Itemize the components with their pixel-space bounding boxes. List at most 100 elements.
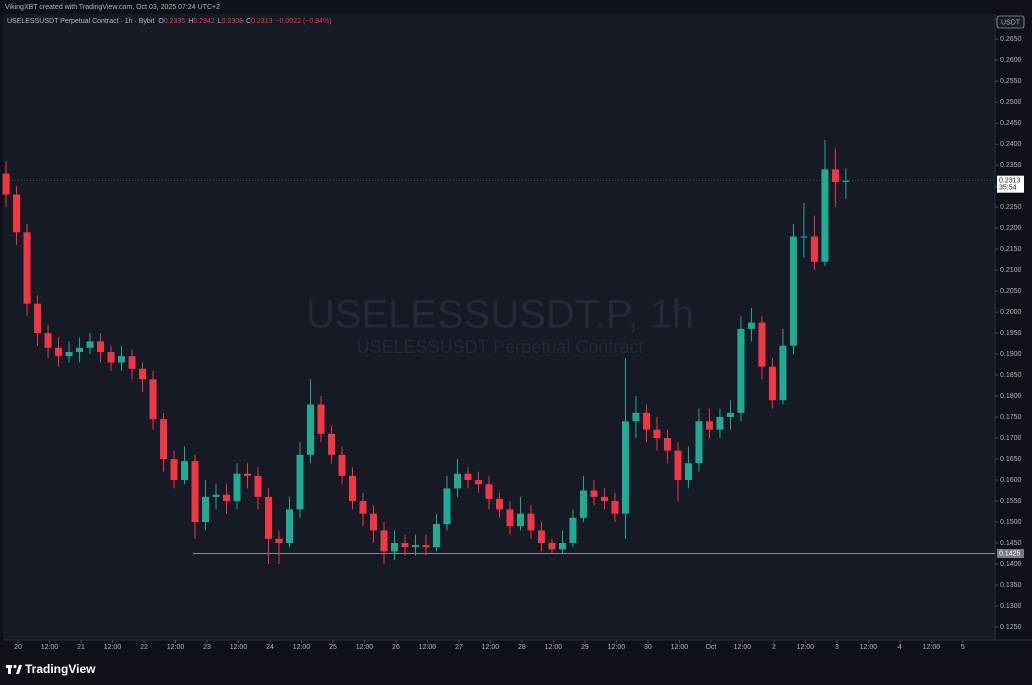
y-tick-label: 0.2000: [1000, 309, 1022, 316]
x-tick-label: 20: [14, 644, 22, 651]
candle-body: [65, 351, 73, 357]
y-tick-label: 0.2650: [1000, 36, 1022, 43]
x-tick-label: 12:00: [356, 644, 374, 651]
candle-body: [611, 501, 619, 514]
y-tick-label: 0.1750: [1000, 414, 1022, 421]
legend-value: 0.2335: [164, 18, 186, 25]
candle-body: [642, 412, 650, 430]
legend-key: C: [246, 18, 251, 25]
candle-body: [495, 498, 503, 510]
y-tick-label: 0.1250: [1000, 624, 1022, 631]
candle-body: [23, 232, 31, 304]
watermark-subtitle: USELESSUSDT Perpetual Contract: [357, 337, 644, 357]
last-price-box: [997, 175, 1024, 193]
candle-body: [2, 173, 10, 195]
candle-body: [160, 419, 168, 460]
candle-body: [118, 356, 126, 363]
y-tick-label: 0.2350: [1000, 162, 1022, 169]
candle-body: [831, 169, 839, 182]
x-tick-label: 5: [961, 644, 965, 651]
candle-body: [684, 463, 692, 481]
candle-body: [842, 180, 850, 182]
x-tick-label: 12:00: [860, 644, 878, 651]
candle-body: [296, 454, 304, 510]
legend-value: 0.2308: [222, 18, 244, 25]
candle-body: [34, 303, 42, 334]
y-tick-label: 0.2200: [1000, 225, 1022, 232]
candle-body: [223, 494, 231, 502]
x-tick-label: 29: [581, 644, 589, 651]
y-tick-label: 0.2450: [1000, 120, 1022, 127]
candle-body: [590, 490, 598, 497]
legend-key: O: [158, 18, 164, 25]
candle-body: [443, 488, 451, 525]
x-tick-label: 12:00: [104, 644, 122, 651]
legend-key: H: [188, 18, 193, 25]
candle-body: [464, 473, 472, 481]
logo-shape: [13, 664, 17, 669]
y-tick-label: 0.1300: [1000, 603, 1022, 610]
plot-area: [3, 14, 995, 640]
currency-box: [996, 15, 1025, 29]
y-tick-label: 0.1550: [1000, 498, 1022, 505]
y-tick-label: 0.2550: [1000, 78, 1022, 85]
line-label: 0.1425: [999, 550, 1021, 557]
countdown: 35:54: [999, 185, 1017, 192]
candle-body: [170, 459, 178, 481]
candle-body: [265, 496, 273, 539]
candle-body: [747, 322, 755, 329]
legend-change: −0.0022 (−0.94%): [276, 18, 332, 25]
candle-body: [244, 473, 252, 476]
candle-body: [327, 433, 335, 455]
candle-body: [422, 545, 430, 548]
y-tick-label: 0.2250: [1000, 204, 1022, 211]
candle-body: [369, 513, 377, 531]
legend-key: L: [218, 18, 222, 25]
candle-body: [411, 545, 419, 548]
candle-body: [86, 341, 94, 348]
candle-body: [13, 194, 21, 233]
line-label-box: [997, 549, 1024, 559]
x-tick-label: 12:00: [797, 644, 815, 651]
x-tick-label: 12:00: [734, 644, 752, 651]
x-tick-label: 2: [772, 644, 776, 651]
y-tick-label: 0.1850: [1000, 372, 1022, 379]
candle-body: [527, 513, 535, 531]
x-tick-label: 4: [898, 644, 902, 651]
candle-body: [653, 429, 661, 439]
candle-body: [800, 236, 808, 238]
candle-body: [632, 412, 640, 422]
candle-body: [726, 412, 734, 418]
x-tick-label: 30: [644, 644, 652, 651]
y-tick-label: 0.2500: [1000, 99, 1022, 106]
candle-body: [202, 496, 210, 523]
candle-body: [600, 496, 608, 502]
candle-body: [579, 490, 587, 518]
x-tick-label: 21: [77, 644, 85, 651]
candle-body: [485, 484, 493, 499]
y-tick-label: 0.1500: [1000, 519, 1022, 526]
legend-value: 0.2342: [193, 18, 215, 25]
candle-body: [705, 421, 713, 430]
candle-body: [453, 473, 461, 489]
candle-body: [716, 417, 724, 430]
y-tick-label: 0.2150: [1000, 246, 1022, 253]
x-tick-label: 12:00: [608, 644, 626, 651]
candle-body: [758, 322, 766, 367]
y-tick-label: 0.2050: [1000, 288, 1022, 295]
brand: TradingView: [25, 662, 96, 676]
y-tick-label: 0.2100: [1000, 267, 1022, 274]
y-tick-label: 0.1800: [1000, 393, 1022, 400]
x-tick-label: 12:00: [482, 644, 500, 651]
legend-symbol: USELESSUSDT Perpetual Contract · 1h · By…: [7, 18, 154, 25]
last-price-label: 0.2313: [999, 178, 1021, 185]
candle-body: [537, 530, 545, 544]
x-tick-label: 12:00: [545, 644, 563, 651]
x-tick-label: 12:00: [293, 644, 311, 651]
candle-body: [516, 513, 524, 527]
candle-body: [821, 169, 829, 262]
logo-shape: [8, 665, 11, 674]
candle-body: [390, 543, 398, 552]
legend-value: 0.2313: [251, 18, 273, 25]
